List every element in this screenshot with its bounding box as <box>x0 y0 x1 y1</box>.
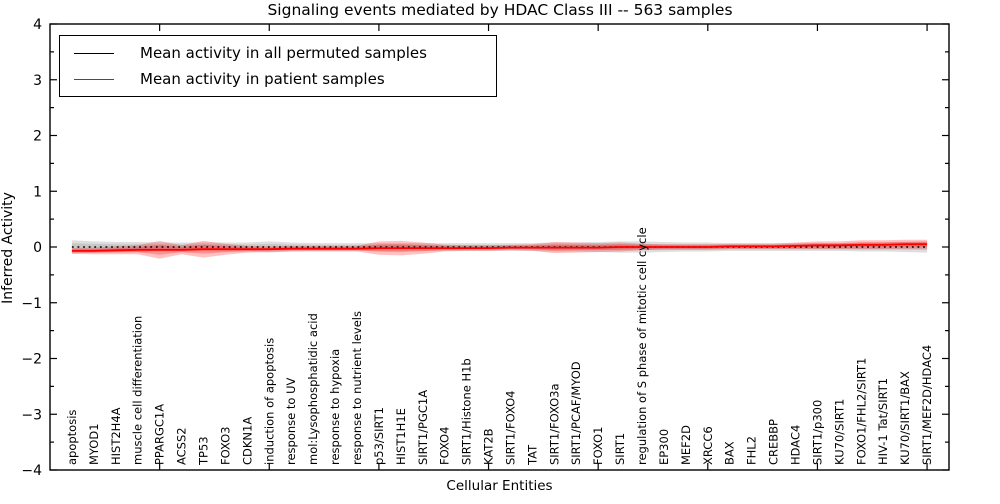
x-tick-label: FHL2 <box>745 436 759 465</box>
x-tick-label: response to hypoxia <box>328 349 342 465</box>
x-tick-label: p53/SIRT1 <box>372 407 386 465</box>
y-tick-label: −4 <box>21 463 42 479</box>
x-tick-label: HIST2H4A <box>109 407 123 465</box>
x-tick-label: HDAC4 <box>789 425 803 465</box>
x-tick-label: SIRT1/PGC1A <box>416 390 430 465</box>
x-tick-label: apoptosis <box>65 410 79 465</box>
x-tick-label: ACSS2 <box>175 427 189 465</box>
chart-title: Signaling events mediated by HDAC Class … <box>267 1 733 19</box>
y-tick-label: −2 <box>21 352 42 368</box>
y-axis-ticks <box>50 23 949 471</box>
x-tick-label: response to nutrient levels <box>350 311 364 465</box>
x-tick-label: FOXO4 <box>438 427 452 465</box>
x-tick-label: TP53 <box>196 436 210 466</box>
x-tick-label: SIRT1/p300 <box>810 400 824 465</box>
x-tick-label: MEF2D <box>679 425 693 465</box>
black-line-sample-icon <box>74 52 114 54</box>
y-tick-label: 0 <box>33 240 42 256</box>
x-tick-label: KAT2B <box>482 428 496 465</box>
patient-mean-line <box>71 243 928 252</box>
x-tick-label: regulation of S phase of mitotic cell cy… <box>635 227 649 465</box>
x-tick-label: BAX <box>723 441 737 465</box>
x-tick-label: FOXO1 <box>591 427 605 465</box>
y-tick-label: −3 <box>21 407 42 423</box>
x-category-labels: apoptosis MYOD1 HIST2H4A muscle cell differ… <box>65 227 934 466</box>
x-tick-label: CDKN1A <box>240 417 254 465</box>
x-axis-ticks <box>159 24 928 470</box>
x-tick-label: MYOD1 <box>87 423 101 465</box>
y-tick-label: 4 <box>33 17 42 33</box>
x-tick-label: SIRT1 <box>613 433 627 465</box>
x-tick-label: SIRT1/PCAF/MYOD <box>569 361 583 465</box>
legend-label: Mean activity in all permuted samples <box>140 44 427 62</box>
x-tick-label: SIRT1/MEF2D/HDAC4 <box>920 345 934 465</box>
y-tick-label: −1 <box>21 296 42 312</box>
legend: Mean activity in all permuted samples Me… <box>59 35 497 97</box>
x-tick-label: PPARGC1A <box>153 404 167 465</box>
x-tick-label: TAT <box>525 444 539 466</box>
legend-item-patient: Mean activity in patient samples <box>74 70 496 88</box>
y-tick-label: 3 <box>33 73 42 89</box>
x-tick-label: response to UV <box>284 377 298 465</box>
x-tick-label: SIRT1/FOXO3a <box>547 383 561 465</box>
y-axis-title: Inferred Activity <box>0 192 16 304</box>
x-tick-label: FOXO3 <box>218 427 232 465</box>
x-tick-label: mol:Lysophosphatidic acid <box>306 313 320 465</box>
y-tick-label: 1 <box>33 184 42 200</box>
x-tick-label: HIV-1 Tat/SIRT1 <box>876 378 890 465</box>
legend-item-permuted: Mean activity in all permuted samples <box>74 44 496 62</box>
y-tick-labels: −4 −3 −2 −1 0 1 2 3 4 <box>21 17 42 479</box>
legend-label: Mean activity in patient samples <box>140 70 385 88</box>
y-tick-label: 2 <box>33 129 42 145</box>
x-tick-label: CREBBP <box>767 419 781 465</box>
x-tick-label: induction of apoptosis <box>262 338 276 465</box>
x-tick-label: SIRT1/Histone H1b <box>460 358 474 465</box>
x-tick-label: HIST1H1E <box>394 408 408 465</box>
x-tick-label: KU70/SIRT1/BAX <box>898 371 912 465</box>
x-axis-title: Cellular Entities <box>446 478 553 494</box>
x-tick-label: FOXO1/FHL2/SIRT1 <box>854 358 868 465</box>
x-tick-label: muscle cell differentiation <box>131 316 145 465</box>
x-tick-label: XRCC6 <box>701 426 715 465</box>
red-line-sample-icon <box>74 78 114 80</box>
x-tick-label: KU70/SIRT1 <box>832 399 846 465</box>
x-tick-label: SIRT1/FOXO4 <box>503 390 517 465</box>
patient-activity-range <box>71 239 928 259</box>
x-tick-label: EP300 <box>657 429 671 465</box>
